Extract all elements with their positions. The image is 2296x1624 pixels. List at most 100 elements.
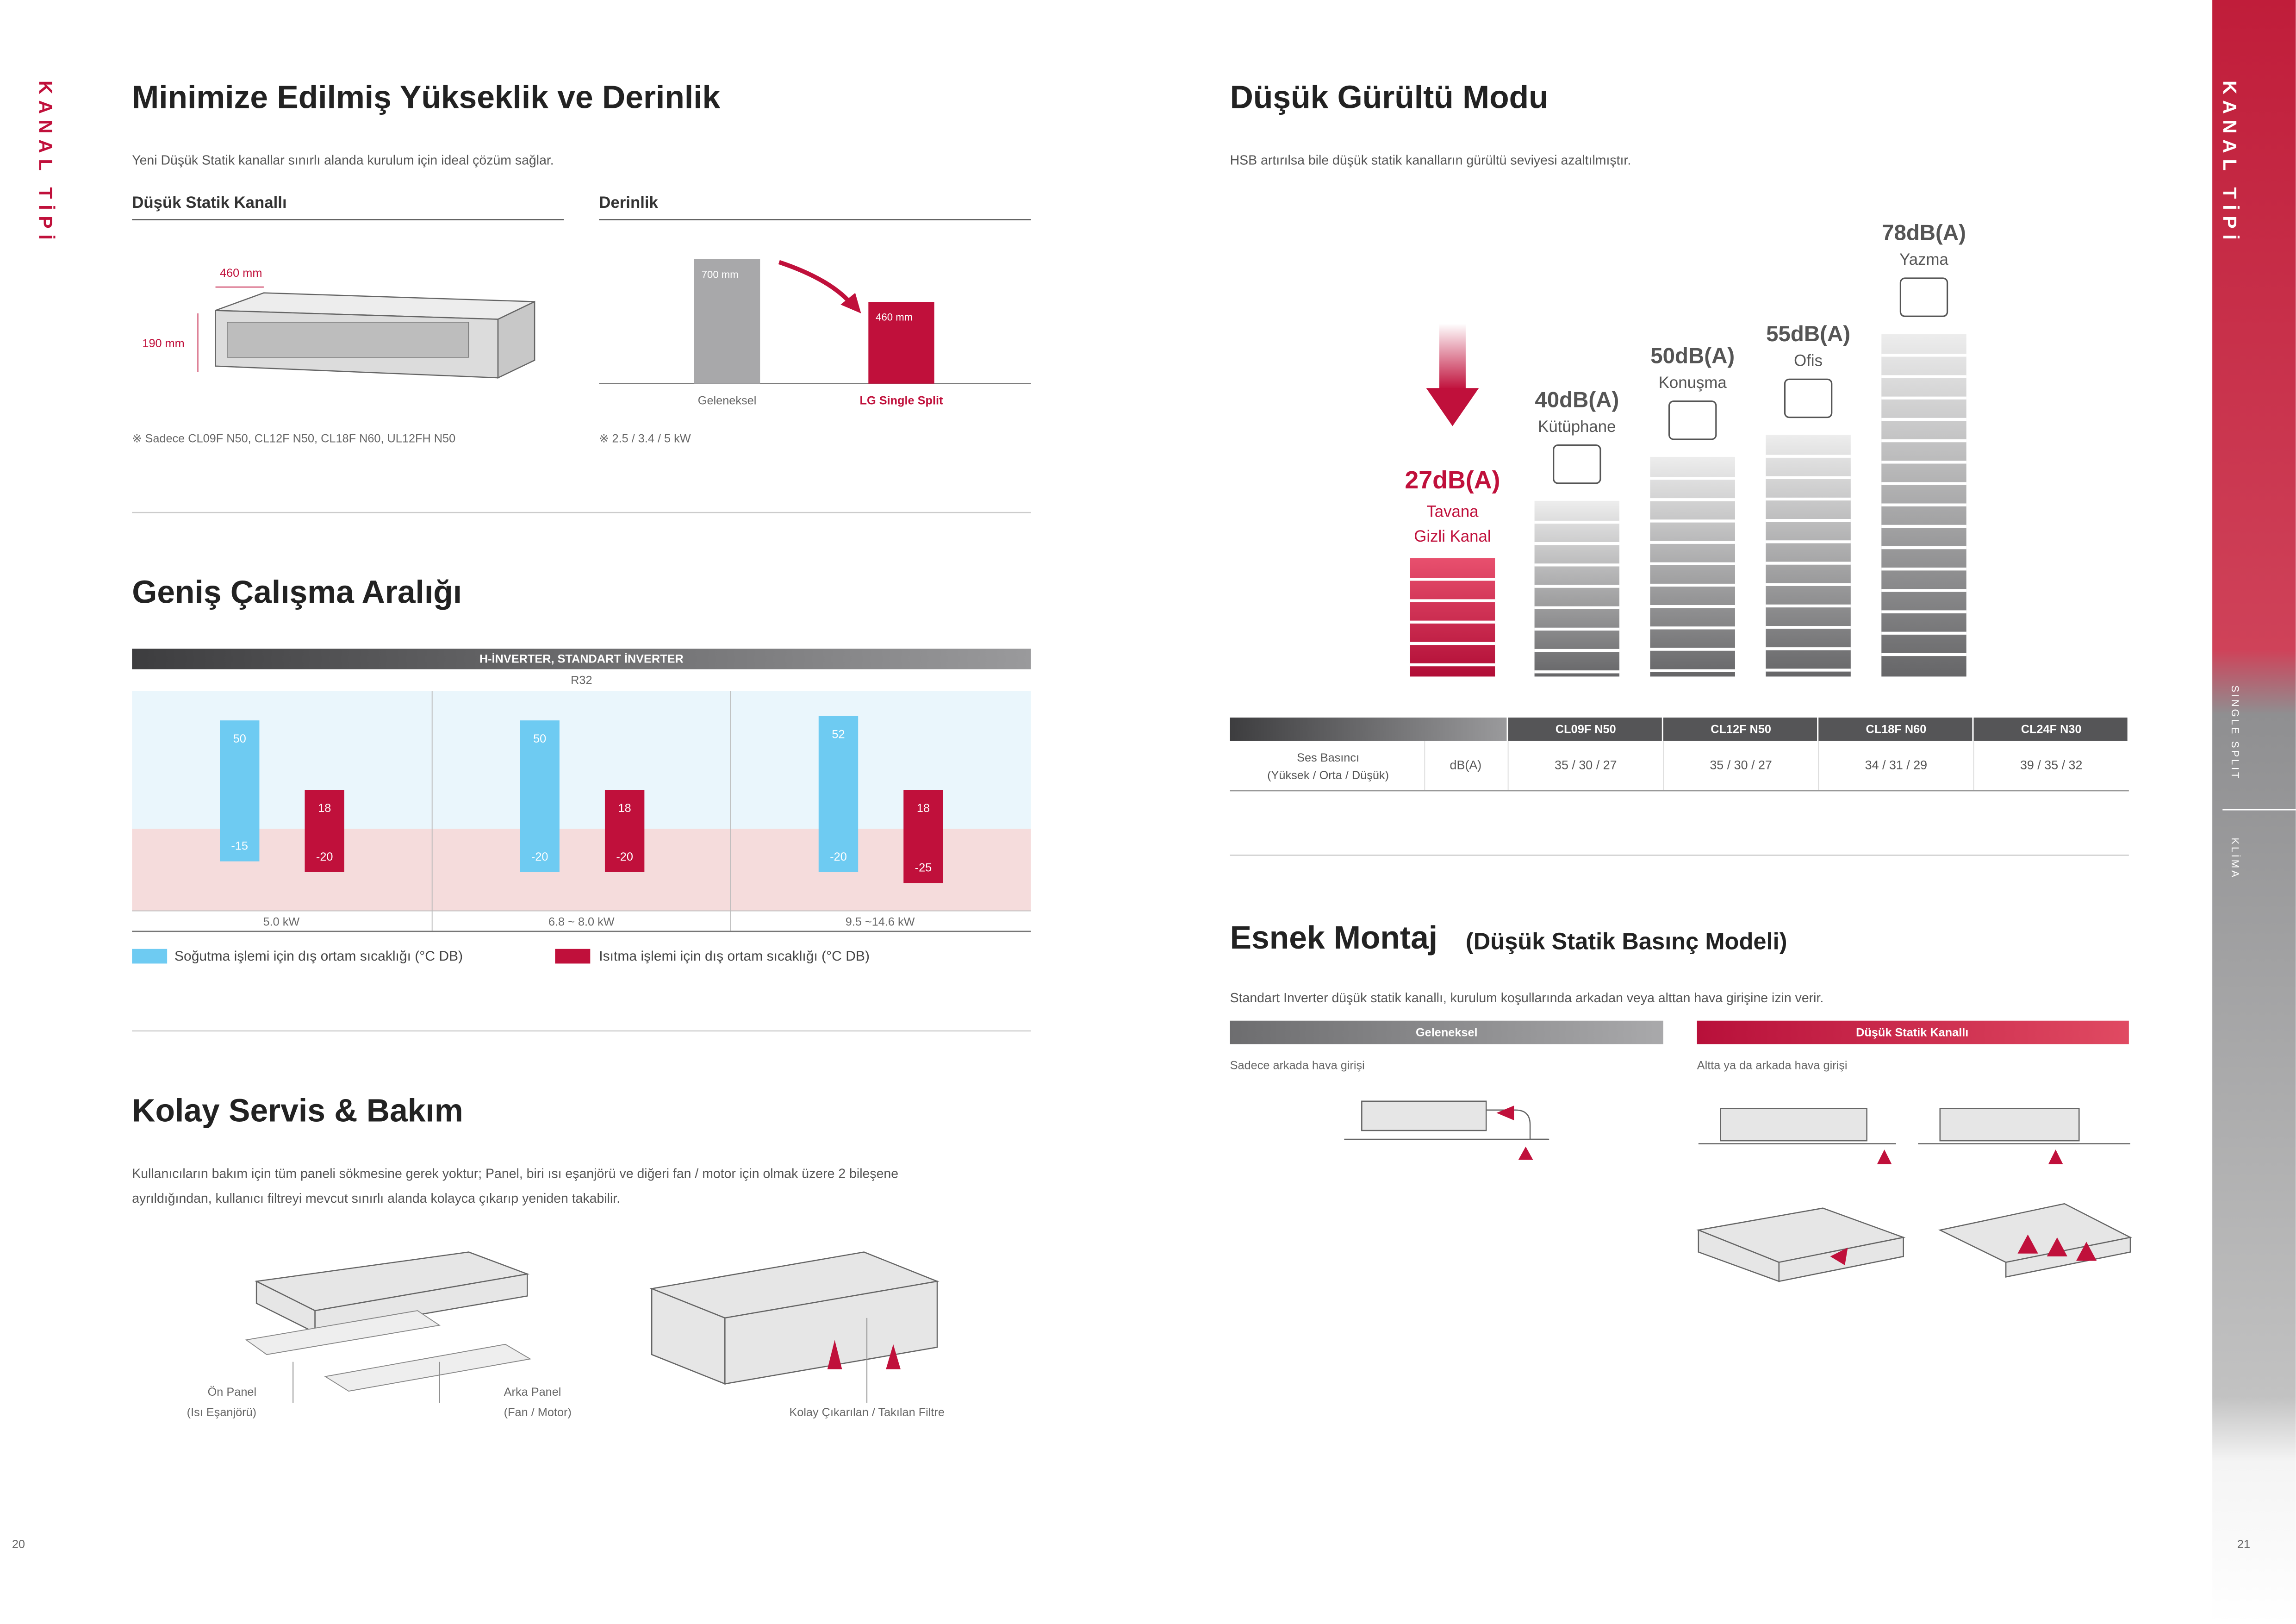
header-cell bbox=[1973, 717, 2128, 741]
noise-name: Kütüphane bbox=[1538, 418, 1616, 436]
bar-value: -15 bbox=[231, 840, 248, 853]
column-heading: Düşük Statik Kanallı bbox=[1856, 1026, 1968, 1039]
noise-bar bbox=[1650, 456, 1735, 677]
mount-illustration bbox=[1344, 1100, 2132, 1282]
service-illustration bbox=[245, 1251, 940, 1403]
cooling-bar bbox=[818, 716, 859, 872]
bar-value: 18 bbox=[917, 802, 930, 815]
bar-body bbox=[1650, 456, 1735, 677]
row-label: (Yüksek / Orta / Düşük) bbox=[1267, 769, 1389, 782]
cold-zone bbox=[132, 691, 1031, 829]
callout: Kolay Çıkarılan / Takılan Filtre bbox=[789, 1406, 945, 1419]
heating-bar bbox=[604, 790, 645, 872]
section-text: Standart Inverter düşük statik kanallı, … bbox=[1230, 991, 1824, 1006]
callout: (Isı Eşanjörü) bbox=[187, 1406, 256, 1419]
noise-name: Tavana bbox=[1426, 503, 1479, 520]
dimension-label: 460 mm bbox=[220, 267, 262, 280]
legend-label: Soğutma işlemi için dış ortam sıcaklığı … bbox=[174, 949, 463, 964]
section-title: Düşük Gürültü Modu bbox=[1230, 79, 1549, 115]
callout: (Fan / Motor) bbox=[504, 1406, 572, 1419]
bar-label: 460 mm bbox=[876, 312, 913, 323]
cell-value: 39 / 35 / 32 bbox=[2020, 758, 2082, 772]
noise-icon bbox=[1553, 444, 1601, 484]
heating-bar bbox=[903, 790, 943, 883]
cell-value: 34 / 31 / 29 bbox=[1865, 758, 1927, 772]
side-tab bbox=[2212, 0, 2296, 1624]
noise-value: 27dB(A) bbox=[1405, 466, 1500, 494]
noise-icon bbox=[1784, 378, 1833, 418]
section-text: HSB artırılsa bile düşük statik kanallar… bbox=[1230, 153, 1631, 168]
down-arrow-shaft bbox=[1439, 324, 1466, 390]
header-cell bbox=[1508, 717, 1662, 741]
noise-icon bbox=[1668, 400, 1717, 440]
bar-value: 50 bbox=[533, 732, 546, 745]
capacity-label: 6.8 ~ 8.0 kW bbox=[548, 916, 615, 929]
section-title: Esnek Montaj bbox=[1230, 919, 1437, 956]
legend-label: Isıtma işlemi için dış ortam sıcaklığı (… bbox=[599, 949, 870, 964]
model-name: CL24F N30 bbox=[2021, 723, 2082, 736]
depth-bar bbox=[694, 259, 760, 384]
column-heading: Geleneksel bbox=[1416, 1026, 1478, 1039]
section-subtitle: (Düşük Statik Basınç Modeli) bbox=[1466, 928, 1787, 954]
duct-unit-illustration bbox=[197, 287, 535, 379]
tab-item: KLİMA bbox=[2229, 837, 2241, 879]
noise-bar bbox=[1534, 500, 1620, 677]
arrow bbox=[778, 260, 851, 303]
callout: Arka Panel bbox=[504, 1386, 561, 1399]
model-name: CL12F N50 bbox=[1711, 723, 1771, 736]
cooling-bar bbox=[220, 720, 260, 862]
noise-value: 78dB(A) bbox=[1882, 221, 1966, 245]
warm-zone bbox=[132, 829, 1031, 911]
bar-body bbox=[1410, 558, 1495, 677]
legend-swatch bbox=[555, 949, 591, 964]
noise-value: 55dB(A) bbox=[1766, 322, 1850, 346]
arrow-head bbox=[840, 293, 861, 313]
legend-swatch bbox=[132, 949, 168, 964]
bar-label: 700 mm bbox=[702, 269, 739, 281]
section-text: ayrıldığından, kullanıcı filtreyi mevcut… bbox=[132, 1191, 620, 1206]
sub-heading: Düşük Statik Kanallı bbox=[132, 194, 286, 212]
sub-heading: Derinlik bbox=[599, 194, 658, 212]
callout: Ön Panel bbox=[208, 1386, 256, 1399]
section-title: Kolay Servis & Bakım bbox=[132, 1092, 463, 1128]
note: ※ 2.5 / 3.4 / 5 kW bbox=[599, 432, 691, 445]
range-chart: 5.0 kW 50 -15 18 -20 6.8 ~ 8.0 kW 50 -20 18 -20 9.… bbox=[132, 691, 1031, 964]
noise-name: Gizli Kanal bbox=[1414, 528, 1491, 545]
bar-value: -20 bbox=[316, 850, 333, 863]
bar-value: -20 bbox=[531, 850, 548, 863]
section-text: Yeni Düşük Statik kanallar sınırlı aland… bbox=[132, 153, 554, 168]
bar-value: 18 bbox=[618, 802, 631, 815]
unit: dB(A) bbox=[1450, 758, 1482, 772]
bar-body bbox=[1534, 500, 1620, 677]
caption: Altta ya da arkada hava girişi bbox=[1697, 1059, 1848, 1072]
noise-bar bbox=[1881, 334, 1966, 677]
depth-bar bbox=[868, 302, 934, 384]
spec-table: CL09F N50 35 / 30 / 27 CL12F N50 35 / 30 / … bbox=[1230, 717, 2129, 792]
capacity-label: 5.0 kW bbox=[263, 916, 300, 929]
bar-value: -25 bbox=[915, 861, 932, 874]
dimension-label: 190 mm bbox=[142, 337, 184, 350]
bar-value: 50 bbox=[233, 732, 246, 745]
noise-icon bbox=[1899, 277, 1948, 317]
header-cell bbox=[1663, 717, 1817, 741]
section-text: Kullanıcıların bakım için tüm paneli sök… bbox=[132, 1166, 898, 1181]
section-title: Minimize Edilmiş Yükseklik ve Derinlik bbox=[132, 79, 720, 115]
column-header bbox=[1230, 1020, 1663, 1044]
cooling-bar bbox=[520, 720, 560, 872]
model-name: CL09F N50 bbox=[1556, 723, 1616, 736]
row-label: Ses Basıncı bbox=[1297, 751, 1359, 764]
bar-value: -20 bbox=[616, 850, 633, 863]
noise-name: Yazma bbox=[1899, 251, 1948, 269]
down-arrow-head bbox=[1426, 388, 1479, 426]
noise-bar bbox=[1410, 558, 1495, 677]
section-title: Geniş Çalışma Aralığı bbox=[132, 574, 462, 610]
bar-value: -20 bbox=[830, 850, 847, 863]
tab-item: SINGLE SPLIT bbox=[2229, 685, 2241, 781]
tab-title: KANAL TİPİ bbox=[2219, 81, 2240, 245]
bar-body bbox=[1766, 435, 1851, 677]
heating-bar bbox=[305, 790, 344, 872]
noise-bar bbox=[1766, 435, 1851, 677]
page-number: 20 bbox=[12, 1538, 25, 1551]
bar-value: 18 bbox=[318, 802, 331, 815]
